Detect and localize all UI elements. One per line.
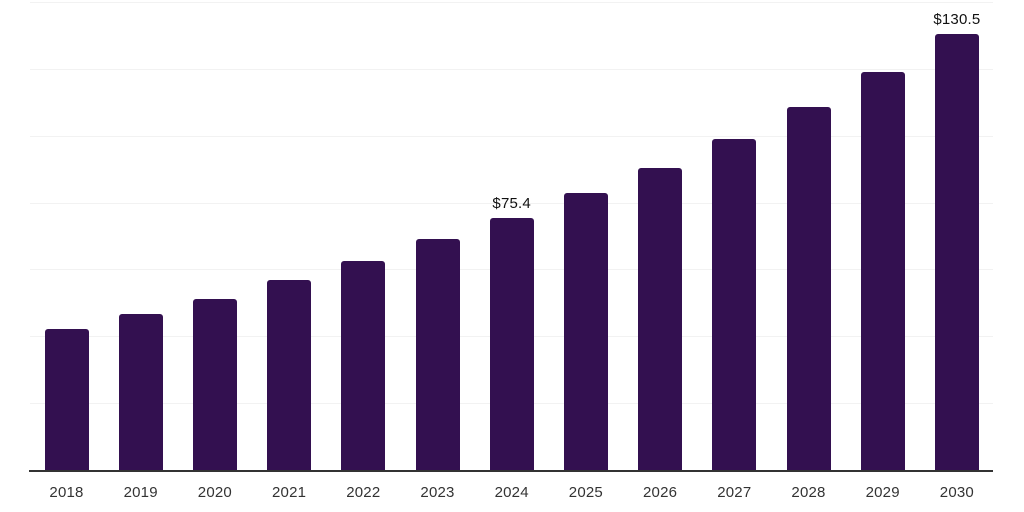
bar-2018 bbox=[44, 328, 89, 470]
bar-2030 bbox=[934, 33, 979, 470]
bar-2025 bbox=[563, 193, 608, 470]
x-tick-label: 2021 bbox=[272, 484, 307, 501]
gridline bbox=[30, 68, 993, 70]
bar-2028 bbox=[786, 107, 831, 470]
x-tick-label: 2020 bbox=[197, 484, 232, 501]
gridline bbox=[30, 202, 993, 204]
bar-2021 bbox=[267, 280, 312, 470]
x-tick-label: 2022 bbox=[346, 484, 381, 501]
bar-2022 bbox=[341, 261, 386, 470]
bar-2023 bbox=[415, 238, 460, 470]
bar-2024 bbox=[489, 217, 534, 470]
bar-2020 bbox=[192, 298, 237, 470]
x-tick-label: 2018 bbox=[49, 484, 84, 501]
x-tick-label: 2029 bbox=[865, 484, 900, 501]
x-tick-label: 2025 bbox=[568, 484, 603, 501]
x-tick-label: 2024 bbox=[494, 484, 529, 501]
gridline bbox=[30, 135, 993, 137]
x-tick-label: 2030 bbox=[939, 484, 974, 501]
x-tick-label: 2027 bbox=[717, 484, 752, 501]
x-axis-line bbox=[29, 470, 993, 472]
x-tick-label: 2019 bbox=[123, 484, 158, 501]
bar-2027 bbox=[712, 139, 757, 470]
bar-2026 bbox=[638, 167, 683, 470]
x-tick-label: 2023 bbox=[420, 484, 455, 501]
bar-2019 bbox=[118, 314, 163, 470]
bar-value-label: $75.4 bbox=[492, 194, 531, 212]
x-tick-label: 2028 bbox=[791, 484, 826, 501]
x-tick-label: 2026 bbox=[643, 484, 678, 501]
bar-value-label: $130.5 bbox=[933, 10, 981, 28]
gridline bbox=[30, 2, 993, 3]
bar-2029 bbox=[860, 72, 905, 470]
